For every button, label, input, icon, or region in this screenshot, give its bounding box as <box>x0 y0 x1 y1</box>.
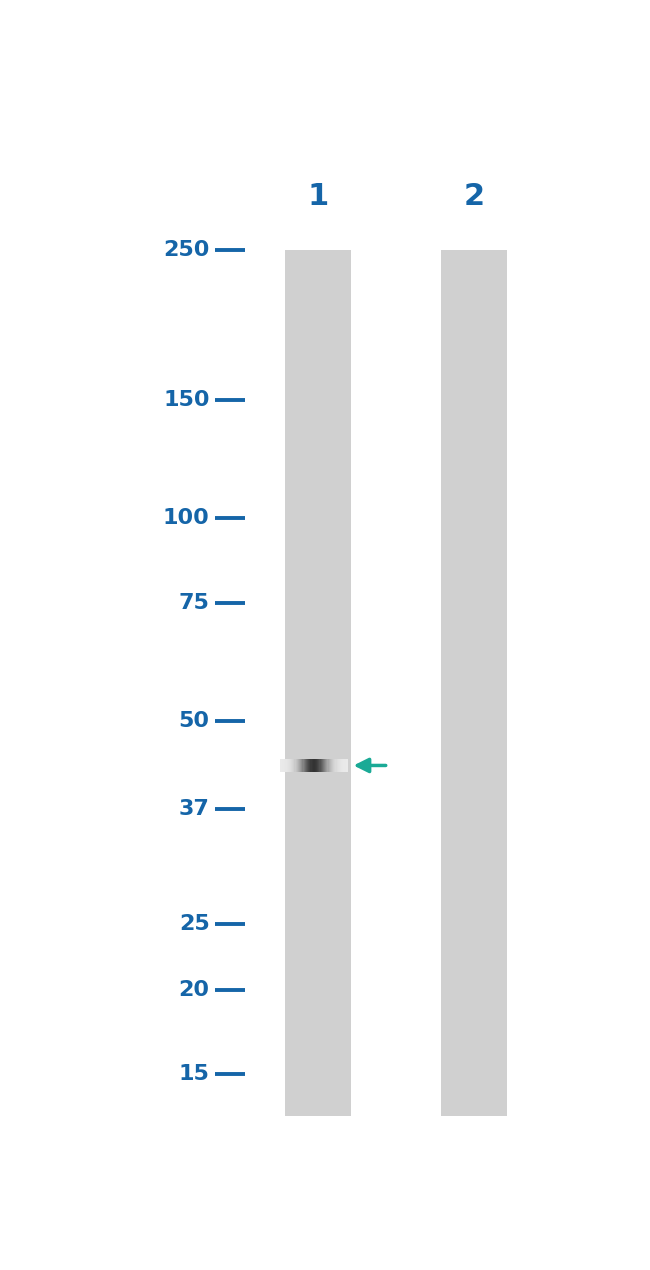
Bar <box>339 758 340 772</box>
Bar <box>309 758 311 772</box>
Bar <box>343 758 344 772</box>
Bar <box>323 758 324 772</box>
Bar <box>281 758 282 772</box>
Bar <box>337 758 338 772</box>
Bar <box>284 758 285 772</box>
Bar <box>331 758 332 772</box>
Bar <box>319 758 320 772</box>
Bar <box>328 758 329 772</box>
Bar <box>316 758 317 772</box>
Bar <box>317 758 318 772</box>
Bar <box>293 758 294 772</box>
Bar <box>299 758 300 772</box>
Bar <box>291 758 292 772</box>
Bar <box>318 758 320 772</box>
Bar <box>333 758 334 772</box>
Bar <box>302 758 304 772</box>
Bar <box>290 758 291 772</box>
Text: 150: 150 <box>163 390 210 410</box>
Bar <box>304 758 305 772</box>
Bar <box>330 758 331 772</box>
Bar <box>307 758 308 772</box>
Bar <box>294 758 296 772</box>
Text: 100: 100 <box>163 508 210 528</box>
Bar <box>292 758 293 772</box>
Bar <box>282 758 283 772</box>
Bar <box>344 758 346 772</box>
Bar <box>280 758 281 772</box>
Bar <box>311 758 313 772</box>
Bar <box>326 758 328 772</box>
Bar <box>335 758 337 772</box>
Bar <box>320 758 322 772</box>
Bar <box>322 758 323 772</box>
Text: 1: 1 <box>307 182 329 211</box>
Bar <box>325 758 326 772</box>
Bar <box>314 758 315 772</box>
Bar <box>332 758 333 772</box>
Bar <box>305 758 306 772</box>
Bar <box>288 758 289 772</box>
Bar <box>328 758 330 772</box>
Bar <box>441 250 507 1115</box>
Text: 250: 250 <box>163 240 210 260</box>
Text: 50: 50 <box>179 711 210 732</box>
Bar <box>308 758 309 772</box>
Bar <box>289 758 290 772</box>
Bar <box>315 758 316 772</box>
Text: 2: 2 <box>463 182 485 211</box>
Bar <box>324 758 325 772</box>
Text: 75: 75 <box>179 593 210 612</box>
Bar <box>313 758 314 772</box>
Bar <box>306 758 307 772</box>
Text: 20: 20 <box>179 979 210 999</box>
Text: 25: 25 <box>179 914 210 935</box>
Bar <box>287 758 288 772</box>
Bar <box>337 758 339 772</box>
Bar <box>300 758 302 772</box>
Bar <box>296 758 297 772</box>
Text: 37: 37 <box>179 799 210 819</box>
Bar <box>285 250 351 1115</box>
Bar <box>298 758 299 772</box>
Bar <box>283 758 284 772</box>
Bar <box>342 758 343 772</box>
Bar <box>297 758 298 772</box>
Bar <box>341 758 342 772</box>
Bar <box>334 758 335 772</box>
Bar <box>346 758 348 772</box>
Bar <box>340 758 341 772</box>
Text: 15: 15 <box>179 1064 210 1083</box>
Bar <box>285 758 287 772</box>
